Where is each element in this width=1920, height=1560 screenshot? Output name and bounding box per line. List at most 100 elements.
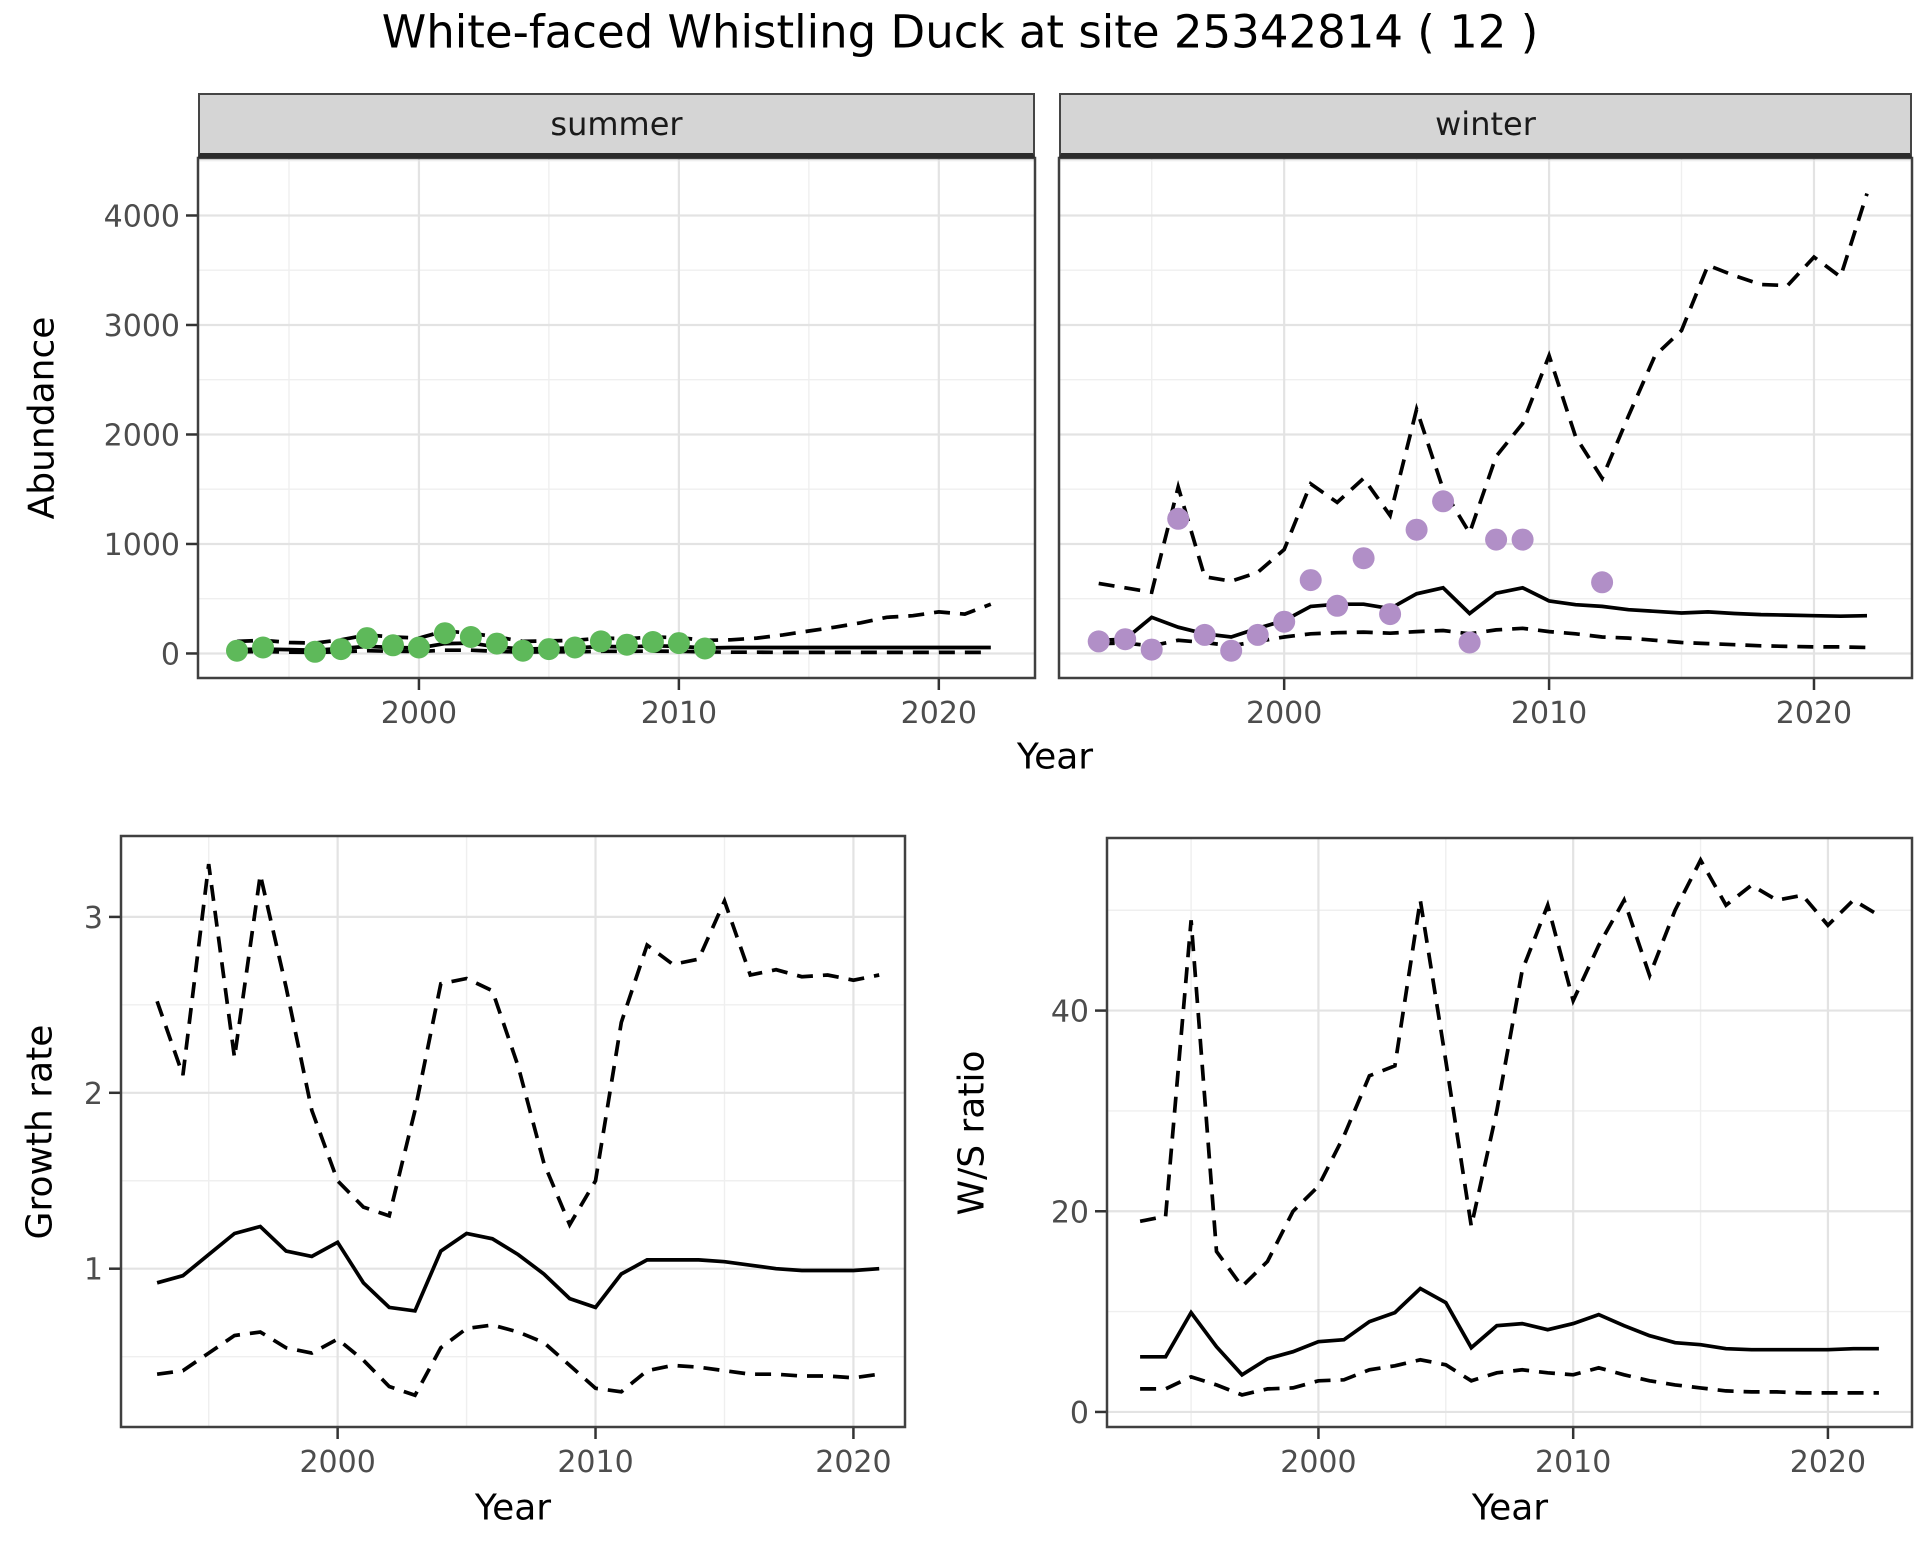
x-axis-title-year-bottom-right: Year (1471, 1487, 1549, 1529)
data-point (1432, 490, 1455, 513)
data-point (1326, 594, 1349, 617)
y-tick-label: 1000 (104, 528, 180, 563)
y-tick-label: 0 (1070, 1396, 1089, 1431)
panel-border (1057, 156, 1914, 680)
x-tick-label: 2000 (381, 696, 457, 731)
y-tick-label: 1 (84, 1253, 103, 1288)
panel-border (119, 834, 907, 1429)
panel-background (198, 158, 1035, 678)
data-point (252, 636, 274, 659)
data-point (615, 633, 638, 656)
data-point (407, 636, 430, 659)
data-point (1114, 628, 1137, 651)
y-tick-label: 0 (161, 637, 180, 672)
panel-abundance-winter-axis-text: 2000 2010 2020 (1246, 679, 1852, 731)
growth-rate-lower_ci-line (156, 1323, 880, 1398)
observed-counts-winter (1087, 490, 1614, 662)
panel-border (196, 156, 1037, 680)
panel-abundance-winter: 2000 2010 2020 (1057, 156, 1914, 731)
y-tick-label: 2000 (104, 418, 180, 453)
x-tick-label: 2000 (299, 1445, 375, 1480)
data-point (667, 632, 690, 655)
x-tick-label: 2010 (1511, 696, 1587, 731)
data-point (1273, 610, 1296, 633)
observed-counts-summer (226, 622, 716, 663)
panel-ws-ratio: 2000 2010 2020 0 20 40 (1051, 836, 1914, 1480)
abundance-winter-median-line (1098, 585, 1868, 643)
abundance-summer-upper_ci-line (236, 602, 992, 645)
x-axis-title-year-bottom-left: Year (474, 1487, 552, 1529)
data-point (1458, 631, 1481, 654)
data-point (563, 636, 586, 659)
ws-ratio-upper_ci-line (1139, 856, 1880, 1290)
x-tick-label: 2020 (901, 696, 977, 731)
facet-strip-winter: winter (1059, 93, 1912, 158)
data-point (433, 622, 456, 645)
panel-border (1105, 836, 1914, 1429)
panel-abundance-summer-axis-text: 2000 2010 2020 0 1000 2000 3000 4000 (104, 199, 977, 731)
x-tick-label: 2010 (1535, 1445, 1611, 1480)
panel-background (1107, 838, 1912, 1427)
x-axis-title-year-top: Year (1016, 736, 1094, 778)
panel-background (1059, 158, 1912, 678)
data-point (485, 632, 508, 655)
data-point (641, 631, 664, 653)
facet-strip-summer-label: summer (550, 105, 683, 143)
y-tick-label: 20 (1051, 1195, 1089, 1230)
data-point (1193, 623, 1216, 646)
panel-growth-rate: 2000 2010 2020 1 2 3 (84, 834, 907, 1480)
panel-background (121, 836, 905, 1427)
x-tick-label: 2020 (1776, 696, 1852, 731)
data-point (1405, 518, 1428, 541)
panel-abundance-summer: 2000 2010 2020 0 1000 2000 3000 4000 (104, 156, 1037, 731)
data-point (304, 640, 326, 663)
y-tick-label: 2 (84, 1077, 103, 1112)
x-tick-label: 2000 (1280, 1445, 1356, 1480)
data-point (589, 630, 612, 653)
data-point (1140, 638, 1163, 661)
data-point (1246, 623, 1269, 646)
panel-growth-rate-axis-text: 2000 2010 2020 1 2 3 (84, 901, 892, 1480)
data-point (1087, 630, 1110, 653)
data-point (537, 638, 560, 661)
x-tick-label: 2020 (815, 1445, 891, 1480)
data-point (1379, 603, 1402, 626)
data-point (1485, 528, 1508, 551)
y-tick-label: 3000 (104, 309, 180, 344)
facet-strip-summer: summer (198, 93, 1035, 158)
data-point (382, 634, 404, 657)
abundance-winter-upper_ci-line (1098, 193, 1869, 595)
y-tick-label: 40 (1051, 995, 1089, 1030)
data-point (693, 637, 716, 660)
y-axis-title-abundance: Abundance (21, 316, 63, 520)
panel-ws-ratio-axis-text: 2000 2010 2020 0 20 40 (1051, 995, 1866, 1480)
x-tick-label: 2010 (641, 696, 717, 731)
data-point (1220, 639, 1243, 662)
data-point (330, 638, 352, 661)
data-point (1591, 571, 1614, 594)
data-point (1167, 507, 1190, 530)
ws-ratio-lower_ci-line (1140, 1357, 1879, 1397)
abundance-summer-lower_ci-line (236, 648, 991, 655)
plot-title: White-faced Whistling Duck at site 25342… (381, 5, 1539, 59)
data-point (1299, 569, 1322, 592)
y-axis-title-growth-rate: Growth rate (19, 1024, 61, 1240)
x-tick-label: 2010 (557, 1445, 633, 1480)
facet-strip-winter-label: winter (1435, 105, 1536, 143)
data-point (1511, 528, 1534, 551)
growth-rate-median-line (156, 1224, 880, 1313)
growth-rate-upper_ci-line (155, 863, 880, 1229)
y-tick-label: 3 (84, 901, 103, 936)
y-axis-title-ws-ratio: W/S ratio (951, 1050, 993, 1216)
data-point (459, 626, 482, 648)
x-tick-label: 2020 (1790, 1445, 1866, 1480)
ws-ratio-median-line (1140, 1286, 1879, 1378)
data-point (511, 639, 534, 662)
panel-growth-rate-grid (121, 836, 905, 1427)
data-point (226, 639, 248, 662)
data-point (1352, 547, 1375, 570)
y-tick-label: 4000 (104, 199, 180, 234)
x-tick-label: 2000 (1246, 696, 1322, 731)
